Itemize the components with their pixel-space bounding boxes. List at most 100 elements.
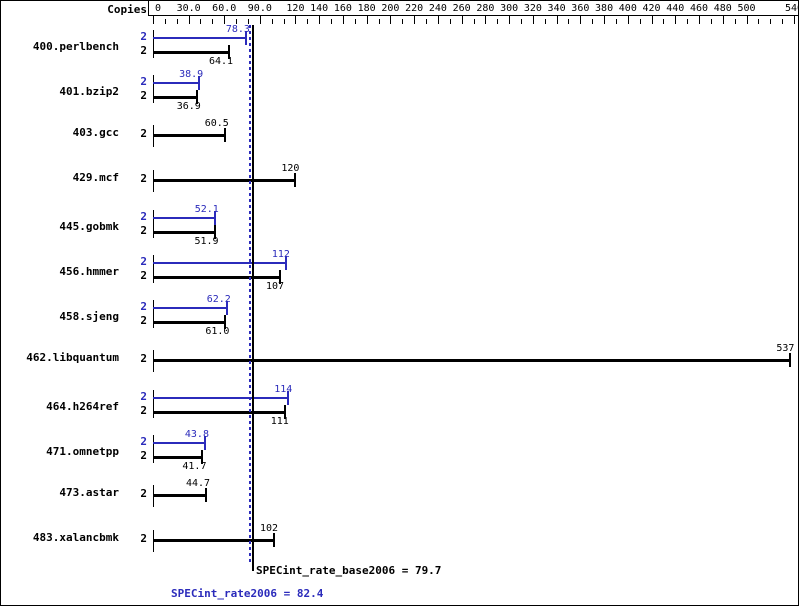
x-axis-minor-tick xyxy=(378,19,380,24)
x-axis-tick-label: 120 xyxy=(286,3,305,14)
bar-base xyxy=(153,359,791,362)
x-axis-major-tick xyxy=(722,16,724,24)
x-axis-tick-label: 320 xyxy=(523,3,542,14)
benchmark-name: 462.libquantum xyxy=(26,351,119,364)
x-axis-tick-label: 540 xyxy=(784,3,798,14)
x-axis-tick-label: 90.0 xyxy=(247,3,272,14)
bar-peak xyxy=(153,217,215,219)
bar-origin-tick xyxy=(153,210,154,238)
bar-origin-tick xyxy=(153,435,154,463)
bar-end-cap xyxy=(273,533,276,547)
bar-end-cap xyxy=(244,31,247,45)
x-axis-tick-label: 280 xyxy=(476,3,495,14)
copies-value: 2 xyxy=(140,127,147,140)
bar-value-label: 52.1 xyxy=(194,204,219,215)
x-axis-major-tick xyxy=(390,16,392,24)
x-axis-tick-label: 380 xyxy=(595,3,614,14)
bar-origin-tick xyxy=(153,300,154,328)
x-axis-tick-label: 360 xyxy=(571,3,590,14)
x-axis-minor-tick xyxy=(449,19,451,24)
copies-value: 2 xyxy=(140,44,147,57)
bar-end-cap xyxy=(195,90,198,104)
bar-value-label: 78.3 xyxy=(225,24,250,35)
bar-value-label: 51.9 xyxy=(194,236,219,247)
bar-base xyxy=(153,539,275,542)
x-axis-tick-label: 180 xyxy=(357,3,376,14)
copies-value: 2 xyxy=(140,224,147,237)
x-axis-minor-tick xyxy=(710,19,712,24)
x-axis-tick-label: 30.0 xyxy=(176,3,201,14)
bar-end-cap xyxy=(228,45,231,59)
x-axis-major-tick xyxy=(153,16,154,24)
x-axis-major-tick xyxy=(627,16,629,24)
x-axis-minor-tick xyxy=(687,19,689,24)
x-axis-minor-tick xyxy=(283,19,285,24)
benchmark-name: 464.h264ref xyxy=(46,400,119,413)
copies-value: 2 xyxy=(140,269,147,282)
bar-value-label: 102 xyxy=(260,523,279,534)
copies-value: 2 xyxy=(140,314,147,327)
bar-base xyxy=(153,321,226,324)
x-axis-minor-tick xyxy=(307,19,309,24)
x-axis-major-tick xyxy=(295,16,297,24)
x-axis-major-tick xyxy=(746,16,748,24)
x-axis-minor-tick xyxy=(212,19,214,24)
x-axis-major-tick xyxy=(509,16,511,24)
copies-value: 2 xyxy=(140,300,147,313)
x-axis-minor-tick xyxy=(236,19,238,24)
bar-value-label: 38.9 xyxy=(179,69,204,80)
copies-value: 2 xyxy=(140,449,147,462)
x-axis-major-tick xyxy=(414,16,416,24)
x-axis-minor-tick xyxy=(734,19,736,24)
x-axis-minor-tick xyxy=(176,19,178,24)
x-axis-minor-tick xyxy=(782,19,784,24)
x-axis-minor-tick xyxy=(331,19,333,24)
bar-value-label: 60.5 xyxy=(204,118,229,129)
x-axis-minor-tick xyxy=(615,19,617,24)
copies-value: 2 xyxy=(140,487,147,500)
bar-base xyxy=(153,51,230,54)
copies-value: 2 xyxy=(140,89,147,102)
x-axis-major-tick xyxy=(651,16,653,24)
x-axis-major-tick xyxy=(580,16,582,24)
bar-value-label: 61.0 xyxy=(205,326,230,337)
x-axis-tick-label: 420 xyxy=(642,3,661,14)
x-axis-tick-label: 480 xyxy=(713,3,732,14)
x-axis-minor-tick xyxy=(568,19,570,24)
bar-value-label: 62.2 xyxy=(206,294,231,305)
x-axis-tick-label: 160 xyxy=(333,3,352,14)
x-axis-major-tick xyxy=(699,16,701,24)
x-axis-minor-tick xyxy=(592,19,594,24)
benchmark-name: 471.omnetpp xyxy=(46,445,119,458)
bar-end-cap xyxy=(213,211,216,225)
copies-value: 2 xyxy=(140,532,147,545)
bar-end-cap xyxy=(224,315,227,329)
x-axis-minor-tick xyxy=(200,19,202,24)
x-axis-tick-label: 200 xyxy=(381,3,400,14)
x-axis-minor-tick xyxy=(770,19,772,24)
bar-base xyxy=(153,276,280,279)
benchmark-name: 400.perlbench xyxy=(32,40,119,53)
bar-end-cap xyxy=(279,270,281,284)
copies-value: 2 xyxy=(140,210,147,223)
copies-value: 2 xyxy=(140,30,147,43)
copies-value: 2 xyxy=(140,404,147,417)
x-axis-major-tick xyxy=(794,16,795,24)
copies-value: 2 xyxy=(140,75,147,88)
x-axis-minor-tick xyxy=(758,19,760,24)
x-axis-major-tick xyxy=(532,16,534,24)
bar-value-label: 43.8 xyxy=(184,429,209,440)
bar-peak xyxy=(153,82,200,84)
x-axis-major-tick xyxy=(224,16,226,24)
x-axis-tick-label: 140 xyxy=(310,3,329,14)
bar-end-cap xyxy=(205,488,208,502)
plot-area: 400.perlbench 2 78.3 2 64.1 401.bzip2 2 38.9 2 36… xyxy=(1,24,798,552)
x-axis-minor-tick xyxy=(402,19,404,24)
x-axis-minor-tick xyxy=(426,19,428,24)
bar-end-cap xyxy=(287,391,290,405)
bar-base xyxy=(153,231,215,234)
benchmark-name: 473.astar xyxy=(59,486,119,499)
bar-peak xyxy=(153,397,289,399)
x-axis-tick-label: 220 xyxy=(405,3,424,14)
bar-value-label: 111 xyxy=(270,416,289,427)
